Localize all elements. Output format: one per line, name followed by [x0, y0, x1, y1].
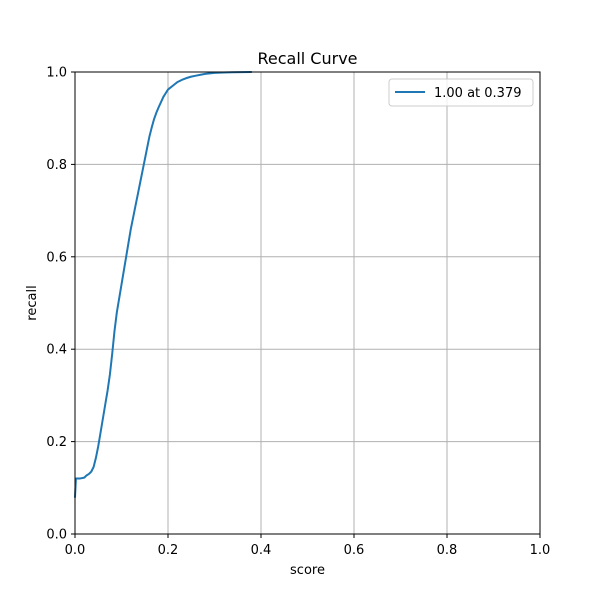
ticks: 0.0 0.2 0.4 0.6 0.8 1.0 0.0 0.2 0.4 0.6 0.8 1.0	[46, 66, 550, 559]
series-layer	[74, 71, 253, 499]
series-line-0	[74, 71, 253, 499]
x-tick-label: 0.4	[251, 543, 272, 558]
y-tick-label: 0.6	[46, 250, 67, 265]
y-tick-label: 1.0	[46, 66, 67, 81]
x-tick-label: 0.6	[344, 543, 365, 558]
x-tick-label: 1.0	[530, 543, 551, 558]
y-tick-label: 0.8	[46, 158, 67, 173]
legend-box	[388, 78, 534, 107]
y-tick-label: 0.4	[46, 343, 67, 358]
plot-area	[75, 72, 540, 534]
y-tick-label: 0.2	[46, 435, 67, 450]
y-tick-label: 0.0	[46, 528, 67, 543]
x-tick-label: 0.0	[65, 543, 86, 558]
x-axis-label: score	[290, 563, 325, 578]
chart-title: Recall Curve	[257, 49, 357, 68]
legend: 1.00 at 0.379	[388, 78, 534, 107]
legend-entry-label: 1.00 at 0.379	[434, 86, 522, 101]
axes-frame	[74, 71, 541, 535]
x-tick-label: 0.8	[437, 543, 458, 558]
y-axis-label: recall	[25, 285, 40, 320]
x-tick-label: 0.2	[158, 543, 179, 558]
